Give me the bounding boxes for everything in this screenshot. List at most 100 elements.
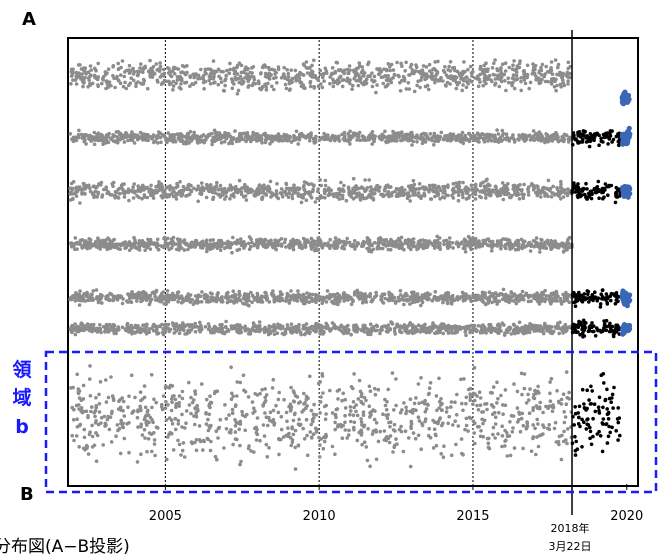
data-point <box>442 186 446 191</box>
data-point <box>451 182 456 186</box>
data-point <box>83 70 87 74</box>
data-point <box>451 246 455 250</box>
data-point <box>479 243 484 248</box>
data-point <box>539 139 544 143</box>
data-point <box>433 290 438 294</box>
series-0 <box>68 58 574 471</box>
data-point <box>316 187 321 191</box>
data-point <box>484 192 488 197</box>
data-point <box>445 241 450 246</box>
data-point <box>425 187 429 191</box>
data-point <box>529 299 533 304</box>
data-point <box>492 135 497 140</box>
data-point <box>267 242 271 246</box>
data-point <box>440 195 445 199</box>
data-point <box>288 187 293 192</box>
data-point <box>433 139 438 143</box>
data-point <box>196 199 200 204</box>
data-point <box>181 298 186 303</box>
data-point <box>171 88 175 92</box>
data-point <box>225 135 229 139</box>
data-point <box>478 183 483 188</box>
data-point <box>335 81 340 86</box>
data-point <box>307 66 312 70</box>
data-point <box>357 76 362 81</box>
data-point <box>85 290 89 295</box>
data-point <box>400 64 404 68</box>
data-point <box>152 241 157 245</box>
data-point <box>541 186 546 191</box>
data-point <box>337 238 342 242</box>
data-point <box>426 87 431 92</box>
data-point <box>485 69 490 74</box>
data-point <box>559 85 563 89</box>
data-point <box>329 73 334 77</box>
data-point <box>557 331 561 336</box>
data-point <box>106 67 111 71</box>
data-point <box>132 141 137 145</box>
data-point <box>246 85 250 89</box>
data-point <box>471 69 475 74</box>
data-point <box>267 187 272 192</box>
data-point <box>162 302 167 306</box>
data-point <box>454 86 459 91</box>
data-point <box>521 137 526 141</box>
data-point <box>463 250 468 254</box>
data-point <box>137 239 142 243</box>
data-point <box>274 189 279 193</box>
data-point <box>464 136 468 140</box>
data-point <box>186 247 190 252</box>
data-point <box>362 71 367 75</box>
data-point <box>311 292 315 297</box>
data-point <box>142 185 147 189</box>
data-point <box>261 132 266 137</box>
data-point <box>287 301 292 305</box>
data-point <box>74 82 79 86</box>
data-point <box>337 293 342 298</box>
data-point <box>250 74 254 79</box>
data-point <box>512 86 517 91</box>
data-point <box>113 85 117 90</box>
data-point <box>199 245 203 250</box>
data-point <box>98 183 103 187</box>
data-point <box>80 244 85 249</box>
data-point <box>136 135 140 139</box>
data-point <box>180 78 184 83</box>
data-point <box>339 68 343 72</box>
data-point <box>333 241 338 246</box>
data-point <box>292 183 296 187</box>
data-point <box>442 137 446 141</box>
data-point <box>393 73 397 77</box>
data-point <box>413 296 418 300</box>
data-point <box>235 72 240 76</box>
data-point <box>566 191 571 195</box>
data-point <box>96 61 100 66</box>
data-point <box>138 66 142 70</box>
data-point <box>223 241 227 246</box>
data-point <box>117 67 121 71</box>
data-point <box>517 197 522 201</box>
data-point <box>170 295 174 300</box>
data-point <box>389 80 394 85</box>
data-point <box>230 86 235 91</box>
data-point <box>497 190 501 195</box>
data-point <box>417 186 422 191</box>
data-point <box>523 133 528 138</box>
data-point <box>160 291 164 296</box>
data-point <box>139 185 144 190</box>
data-point <box>321 71 326 76</box>
data-point <box>308 84 313 89</box>
data-point <box>192 130 196 135</box>
data-point <box>329 135 334 140</box>
data-point <box>126 134 131 138</box>
data-point <box>383 129 387 134</box>
data-point <box>187 245 192 249</box>
data-point <box>417 244 421 249</box>
data-point <box>106 294 110 299</box>
data-point <box>500 62 505 66</box>
data-point <box>408 199 413 203</box>
data-point <box>113 195 117 200</box>
data-point <box>481 83 486 88</box>
data-point <box>243 182 247 187</box>
data-point <box>290 193 295 198</box>
